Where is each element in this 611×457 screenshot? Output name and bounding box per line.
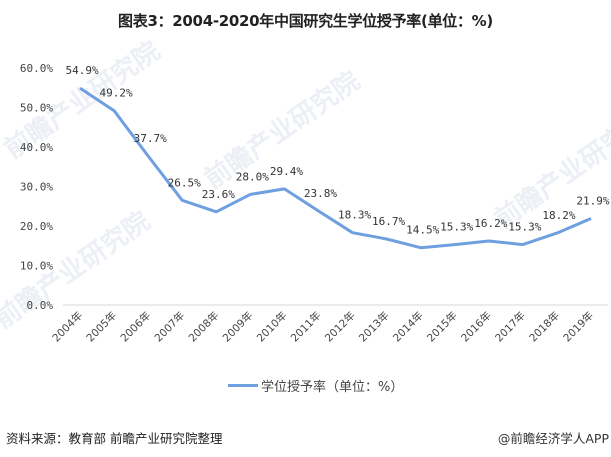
data-label: 54.9% — [65, 64, 98, 77]
x-tick-label: 2005年 — [84, 309, 120, 345]
data-labels: 54.9%49.2% 37.7% 26.5%23.6%28.0% 29.4%23.8%… — [65, 64, 609, 237]
x-tick-label: 2013年 — [356, 309, 392, 345]
x-tick-label: 2011年 — [288, 309, 324, 345]
source-note: 资料来源：教育部 前瞻产业研究院整理 — [6, 431, 223, 446]
data-label: 29.4% — [270, 165, 303, 178]
x-axis: 2004年 2005年 2006年 2007年 2008年 2009年 2010年 2011年… — [50, 309, 596, 345]
x-tick-label: 2006年 — [118, 309, 154, 345]
x-tick-label: 2018年 — [527, 309, 563, 345]
data-label: 49.2% — [100, 87, 133, 100]
x-tick-label: 2010年 — [254, 309, 290, 345]
y-tick-label: 20.0% — [20, 220, 53, 233]
y-tick-label: 40.0% — [20, 141, 53, 154]
legend-line-icon — [228, 384, 258, 387]
y-tick-label: 60.0% — [20, 62, 53, 75]
data-label: 15.3% — [508, 221, 541, 234]
data-label: 14.5% — [406, 224, 439, 237]
data-label: 16.7% — [372, 215, 405, 228]
data-label: 21.9% — [576, 194, 609, 207]
x-tick-label: 2012年 — [322, 309, 358, 345]
x-tick-label: 2016年 — [458, 309, 494, 345]
credit-note: @前瞻经济学人APP — [497, 431, 609, 446]
x-tick-label: 2004年 — [50, 309, 86, 345]
data-label: 26.5% — [168, 176, 201, 189]
x-tick-label: 2007年 — [152, 309, 188, 345]
y-tick-label: 30.0% — [20, 181, 53, 194]
y-tick-label: 0.0% — [27, 299, 54, 312]
legend: 学位授予率（单位：%） — [228, 376, 403, 395]
chart-title: 图表3：2004-2020年中国研究生学位授予率(单位：%) — [118, 12, 493, 30]
x-tick-label: 2019年 — [561, 309, 597, 345]
data-label: 15.3% — [440, 221, 473, 234]
data-label: 16.2% — [474, 217, 507, 230]
data-label: 23.6% — [202, 188, 235, 201]
data-label: 23.8% — [304, 187, 337, 200]
x-tick-label: 2014年 — [390, 309, 426, 345]
data-label: 18.3% — [338, 209, 371, 222]
y-tick-label: 50.0% — [20, 102, 53, 115]
legend-label: 学位授予率（单位：%） — [261, 380, 404, 395]
x-tick-label: 2015年 — [424, 309, 460, 345]
data-label: 28.0% — [236, 170, 269, 183]
y-tick-label: 10.0% — [20, 260, 53, 273]
x-tick-label: 2017年 — [492, 309, 528, 345]
data-label: 37.7% — [134, 132, 167, 145]
series-line — [79, 86, 592, 250]
data-label: 18.2% — [542, 209, 575, 222]
x-tick-label: 2008年 — [186, 309, 222, 345]
y-axis: 0.0% 10.0% 20.0% 30.0% 40.0% 50.0% 60.0% — [20, 62, 53, 312]
x-tick-label: 2009年 — [220, 309, 256, 345]
